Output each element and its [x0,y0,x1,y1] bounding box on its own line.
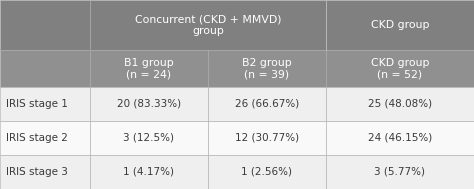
Bar [326,0,474,50]
Bar [90,87,208,121]
Bar [326,50,474,87]
Bar [208,87,326,121]
Text: 3 (5.77%): 3 (5.77%) [374,167,426,177]
Bar [0,155,90,189]
Text: CKD group
(n = 52): CKD group (n = 52) [371,58,429,79]
Text: B1 group
(n = 24): B1 group (n = 24) [124,58,174,79]
Bar [208,155,326,189]
Bar [0,87,90,121]
Bar [326,87,474,121]
Text: 20 (83.33%): 20 (83.33%) [117,99,181,109]
Bar [90,0,326,50]
Bar [0,50,90,87]
Text: 12 (30.77%): 12 (30.77%) [235,133,299,143]
Text: 1 (2.56%): 1 (2.56%) [241,167,292,177]
Text: 3 (12.5%): 3 (12.5%) [124,133,174,143]
Bar [208,121,326,155]
Bar [208,50,326,87]
Text: CKD group: CKD group [371,20,429,30]
Bar [0,0,90,50]
Bar [90,50,208,87]
Text: 24 (46.15%): 24 (46.15%) [368,133,432,143]
Text: 26 (66.67%): 26 (66.67%) [235,99,299,109]
Text: 1 (4.17%): 1 (4.17%) [124,167,174,177]
Text: IRIS stage 1: IRIS stage 1 [6,99,68,109]
Bar [326,155,474,189]
Bar [90,155,208,189]
Text: IRIS stage 3: IRIS stage 3 [6,167,68,177]
Text: IRIS stage 2: IRIS stage 2 [6,133,68,143]
Text: B2 group
(n = 39): B2 group (n = 39) [242,58,292,79]
Bar [0,121,90,155]
Bar [90,121,208,155]
Text: Concurrent (CKD + MMVD)
group: Concurrent (CKD + MMVD) group [135,14,281,36]
Text: 25 (48.08%): 25 (48.08%) [368,99,432,109]
Bar [326,121,474,155]
